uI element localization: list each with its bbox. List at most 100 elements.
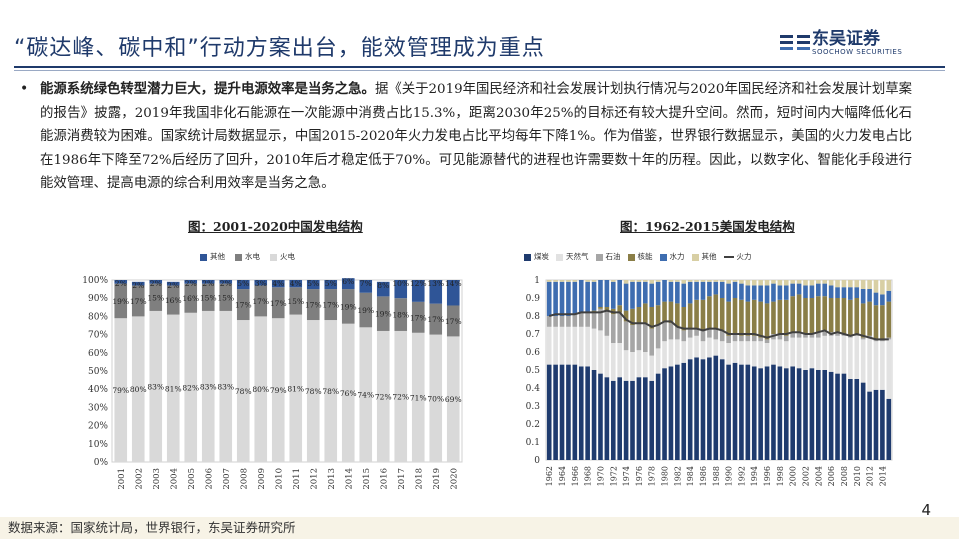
y-tick-label: 10% — [88, 440, 108, 450]
bar-segment — [566, 316, 571, 327]
bar-segment — [376, 296, 390, 331]
x-tick-label: 2012 — [866, 466, 875, 486]
data-label: 83% — [147, 382, 164, 391]
bar-segment — [687, 359, 693, 460]
bar-segment — [726, 364, 731, 460]
legend-label: 天然气 — [566, 252, 589, 261]
bar-segment — [446, 305, 460, 337]
x-tick-label: 2004 — [169, 468, 179, 490]
chart-legend-us: 煤炭 天然气 石油 核能 水力 其他 火力 — [524, 251, 752, 262]
bar-segment — [598, 330, 603, 374]
bar-segment — [726, 283, 731, 302]
bar-segment — [687, 328, 693, 338]
x-tick-label: 1972 — [609, 466, 618, 486]
bar-segment — [719, 280, 725, 282]
bar-segment — [271, 280, 285, 288]
bar-segment — [236, 280, 250, 290]
bar-segment — [411, 280, 425, 302]
bar-segment — [610, 280, 616, 282]
bar-segment — [860, 289, 866, 304]
bar-segment — [604, 307, 610, 311]
chart-title-us: 图：1962-2015美国发电结构 — [620, 219, 795, 234]
bar-segment — [578, 280, 584, 313]
bar-segment — [880, 305, 885, 340]
bar-segment — [572, 281, 578, 315]
y-tick-label: 1 — [534, 276, 540, 286]
x-tick-label: 2007 — [222, 468, 232, 490]
bar-segment — [566, 364, 571, 460]
bar-segment — [668, 323, 674, 340]
data-label: 80% — [252, 385, 269, 394]
bar-segment — [835, 332, 840, 336]
bar-segment — [860, 339, 866, 383]
bar-segment — [854, 298, 860, 334]
bar-segment — [149, 283, 163, 311]
bar-segment — [758, 341, 763, 369]
data-label: 2% — [132, 281, 144, 290]
data-label: 17% — [427, 315, 444, 324]
bar-segment — [681, 341, 687, 363]
data-label: 78% — [235, 387, 252, 396]
data-label: 70% — [427, 394, 444, 403]
bar-segment — [166, 285, 180, 315]
y-tick-label: 0% — [94, 458, 109, 468]
bar-segment — [610, 343, 616, 381]
x-tick-label: 2006 — [827, 466, 836, 486]
bar-segment — [201, 280, 215, 284]
data-label: 83% — [217, 382, 234, 391]
bar-segment — [201, 283, 215, 311]
bar-segment — [572, 314, 578, 327]
x-tick-label: 2018 — [414, 468, 424, 490]
china-power-structure-chart: 0%10%20%30%40%50%60%70%80%90%100%79%19%2… — [82, 276, 463, 490]
bar-segment — [394, 298, 408, 331]
bar-segment — [707, 328, 712, 338]
bar-segment — [623, 283, 629, 311]
bar-segment — [578, 312, 584, 327]
bar-segment — [873, 280, 879, 293]
bar-segment — [559, 281, 565, 316]
paragraph-text: 据《关于2019年国民经济和社会发展计划执行情况与2020年国民经济和社会发展计… — [40, 82, 913, 191]
bar-segment — [341, 323, 355, 462]
bar-segment — [841, 280, 847, 288]
legend-item-us-other: 其他 — [691, 251, 717, 262]
bar-segment — [771, 280, 776, 284]
bar-segment — [783, 285, 789, 300]
bar-segment — [880, 341, 885, 390]
bar-segment — [700, 330, 706, 342]
bar-segment — [649, 380, 655, 460]
bar-segment — [643, 280, 648, 282]
data-label: 2% — [115, 279, 127, 288]
header-rule-thin — [14, 70, 945, 71]
legend-item-us-coal: 煤炭 — [524, 251, 549, 262]
bar-segment — [867, 289, 872, 302]
bar-segment — [803, 337, 808, 370]
bar-segment — [732, 281, 738, 298]
bullet-marker: • — [20, 81, 29, 97]
bar-segment — [655, 280, 661, 282]
data-label: 15% — [200, 293, 217, 302]
brand-logo: 东吴证券 SOOCHOW SECURITIES — [778, 30, 902, 56]
bar-segment — [649, 328, 655, 356]
bar-segment — [790, 337, 795, 367]
bar-segment — [816, 280, 821, 284]
bar-segment — [745, 280, 751, 286]
bar-segment — [184, 312, 198, 462]
bar-segment — [306, 289, 320, 321]
x-tick-label: 2010 — [274, 468, 284, 490]
bar-segment — [796, 294, 802, 333]
bar-segment — [828, 298, 834, 333]
bar-segment — [394, 330, 408, 462]
x-tick-label: 2001 — [117, 468, 127, 490]
bar-segment — [446, 280, 460, 306]
bar-segment — [655, 325, 661, 349]
bar-segment — [751, 341, 757, 367]
bar-segment — [114, 283, 128, 319]
bar-segment — [880, 389, 885, 460]
bar-segment — [591, 280, 597, 282]
y-tick-label: 50% — [88, 367, 108, 377]
bar-segment — [598, 308, 603, 331]
bar-segment — [623, 280, 629, 284]
x-tick-label: 2000 — [789, 466, 798, 486]
body-paragraph: 能源系统绿色转型潜力巨大，提升电源效率是当务之急。据《关于2019年国民经济和社… — [40, 78, 912, 196]
bar-segment — [777, 280, 783, 286]
